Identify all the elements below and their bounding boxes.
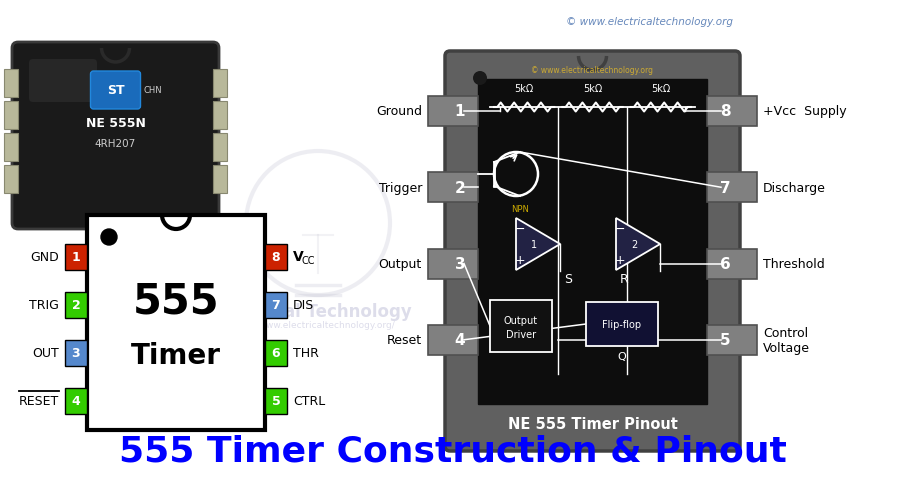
- Bar: [265, 244, 287, 270]
- Bar: [65, 340, 87, 366]
- Text: 3: 3: [72, 347, 81, 360]
- Text: Control
Voltage: Control Voltage: [763, 326, 810, 354]
- Text: +Vcc  Supply: +Vcc Supply: [763, 105, 846, 118]
- Text: DIS: DIS: [293, 299, 314, 312]
- Text: Ground: Ground: [376, 105, 422, 118]
- Text: 8: 8: [272, 251, 280, 264]
- Text: © www.electricaltechnology.org: © www.electricaltechnology.org: [567, 17, 734, 27]
- Text: Output: Output: [379, 258, 422, 270]
- Text: 3: 3: [454, 257, 465, 271]
- Text: CC: CC: [302, 256, 316, 265]
- Text: THR: THR: [293, 347, 319, 360]
- Text: NPN: NPN: [511, 204, 529, 214]
- Bar: [65, 244, 87, 270]
- Text: 2: 2: [631, 240, 638, 249]
- Text: Trigger: Trigger: [378, 182, 422, 194]
- Bar: [213, 134, 227, 162]
- Text: Timer: Timer: [131, 341, 221, 369]
- Text: 4: 4: [72, 395, 81, 407]
- FancyBboxPatch shape: [445, 52, 740, 451]
- Bar: [707, 249, 757, 279]
- Text: S: S: [564, 273, 572, 286]
- Bar: [707, 325, 757, 355]
- Polygon shape: [516, 219, 561, 270]
- Text: GND: GND: [30, 251, 59, 264]
- Text: 2: 2: [72, 299, 81, 312]
- Bar: [478, 80, 707, 404]
- Bar: [428, 325, 478, 355]
- Text: 5kΩ: 5kΩ: [514, 84, 534, 94]
- Bar: [87, 216, 265, 430]
- Text: © www.electricaltechnology.org: © www.electricaltechnology.org: [532, 66, 654, 75]
- Bar: [428, 249, 478, 279]
- Text: V: V: [293, 249, 304, 264]
- Text: Flip-flop: Flip-flop: [602, 319, 641, 329]
- Text: 1: 1: [532, 240, 537, 249]
- Text: RESET: RESET: [19, 395, 59, 407]
- Bar: [213, 102, 227, 130]
- Bar: [265, 388, 287, 414]
- Text: 1: 1: [72, 251, 81, 264]
- Bar: [707, 173, 757, 203]
- Text: 555: 555: [132, 281, 219, 323]
- Bar: [428, 97, 478, 127]
- Text: 7: 7: [719, 181, 730, 195]
- Bar: [586, 303, 658, 346]
- Text: Threshold: Threshold: [763, 258, 824, 270]
- FancyBboxPatch shape: [91, 72, 141, 110]
- Text: 2: 2: [454, 181, 465, 195]
- Text: 4RH207: 4RH207: [95, 139, 136, 149]
- Text: CHN: CHN: [143, 86, 162, 95]
- Bar: [4, 165, 18, 194]
- Text: 5kΩ: 5kΩ: [651, 84, 670, 94]
- Text: OUT: OUT: [33, 347, 59, 360]
- Circle shape: [473, 72, 487, 86]
- Text: http://www.electricaltechnology.org/: http://www.electricaltechnology.org/: [231, 321, 395, 330]
- Text: Output: Output: [504, 315, 538, 325]
- Text: R: R: [619, 273, 629, 286]
- Bar: [490, 301, 552, 352]
- Text: 7: 7: [271, 299, 280, 312]
- Text: Q̄: Q̄: [618, 351, 627, 361]
- Text: ST: ST: [107, 84, 124, 97]
- Text: 5: 5: [719, 332, 730, 347]
- Text: 5: 5: [271, 395, 280, 407]
- Bar: [428, 173, 478, 203]
- Text: 8: 8: [719, 104, 730, 119]
- Text: 1: 1: [454, 104, 465, 119]
- Text: Electrical Technology: Electrical Technology: [214, 303, 412, 320]
- Text: CTRL: CTRL: [293, 395, 326, 407]
- Bar: [4, 70, 18, 98]
- Text: −: −: [615, 223, 625, 236]
- Text: 555 Timer Construction & Pinout: 555 Timer Construction & Pinout: [119, 434, 787, 468]
- Text: 4: 4: [454, 332, 465, 347]
- Text: Reset: Reset: [387, 334, 422, 346]
- Text: TRIG: TRIG: [29, 299, 59, 312]
- Bar: [65, 292, 87, 318]
- Bar: [4, 102, 18, 130]
- FancyBboxPatch shape: [29, 60, 97, 103]
- Text: −: −: [515, 223, 525, 236]
- Circle shape: [101, 229, 117, 245]
- Bar: [213, 70, 227, 98]
- Bar: [213, 165, 227, 194]
- Bar: [4, 134, 18, 162]
- Bar: [265, 292, 287, 318]
- Bar: [265, 340, 287, 366]
- Text: +: +: [615, 253, 625, 266]
- Polygon shape: [616, 219, 660, 270]
- FancyBboxPatch shape: [12, 43, 219, 229]
- Bar: [707, 97, 757, 127]
- Text: 5kΩ: 5kΩ: [583, 84, 602, 94]
- Text: Discharge: Discharge: [763, 182, 826, 194]
- Text: 6: 6: [719, 257, 730, 271]
- Text: +: +: [514, 253, 525, 266]
- Bar: [65, 388, 87, 414]
- Text: NE 555 Timer Pinout: NE 555 Timer Pinout: [508, 417, 678, 431]
- Text: NE 555N: NE 555N: [85, 117, 145, 130]
- Text: Driver: Driver: [506, 329, 536, 339]
- Text: 6: 6: [272, 347, 280, 360]
